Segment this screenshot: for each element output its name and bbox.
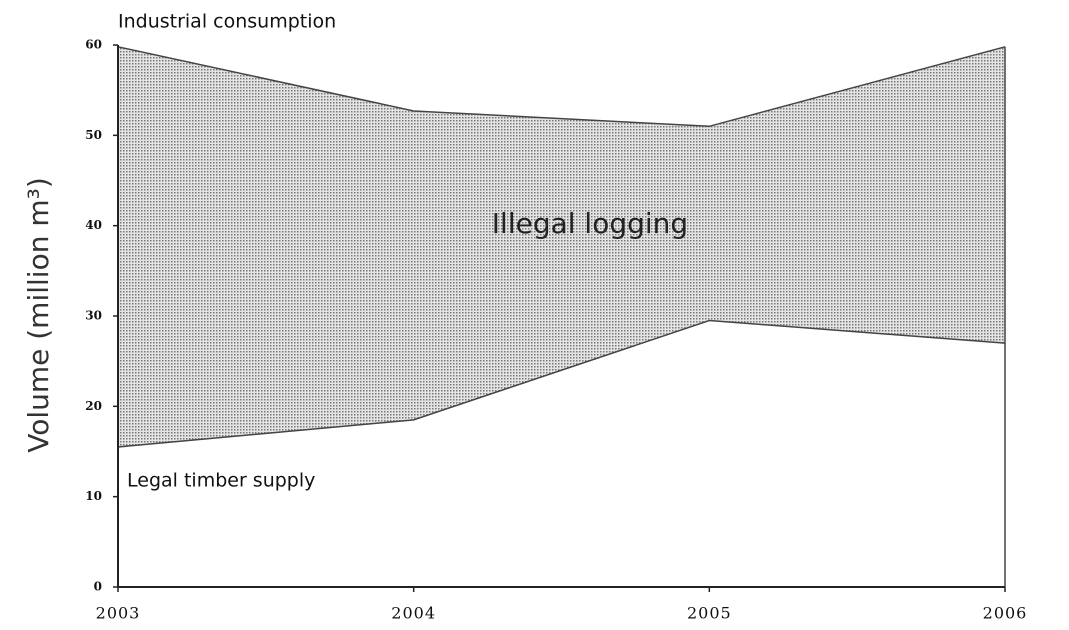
- y-tick-label: 60: [85, 38, 102, 52]
- series-label: Legal timber supply: [127, 470, 315, 492]
- area-label: Illegal logging: [492, 207, 688, 240]
- y-tick-label: 10: [85, 489, 102, 503]
- x-tick-label: 2006: [983, 604, 1028, 623]
- x-tick-label: 2003: [96, 604, 141, 623]
- series-line: [117, 46, 1006, 128]
- series-line: [117, 319, 1006, 448]
- x-tick-label: 2004: [391, 604, 436, 623]
- y-tick-label: 20: [85, 399, 102, 413]
- x-tick-label: 2005: [687, 604, 732, 623]
- illegal-area: [118, 46, 1005, 447]
- y-tick-label: 0: [94, 580, 102, 594]
- y-tick-label: 40: [85, 218, 102, 232]
- y-axis-label: Volume (million m³): [22, 177, 55, 453]
- series-label: Industrial consumption: [118, 11, 336, 33]
- y-tick-label: 50: [85, 128, 102, 142]
- y-tick-label: 30: [85, 309, 102, 323]
